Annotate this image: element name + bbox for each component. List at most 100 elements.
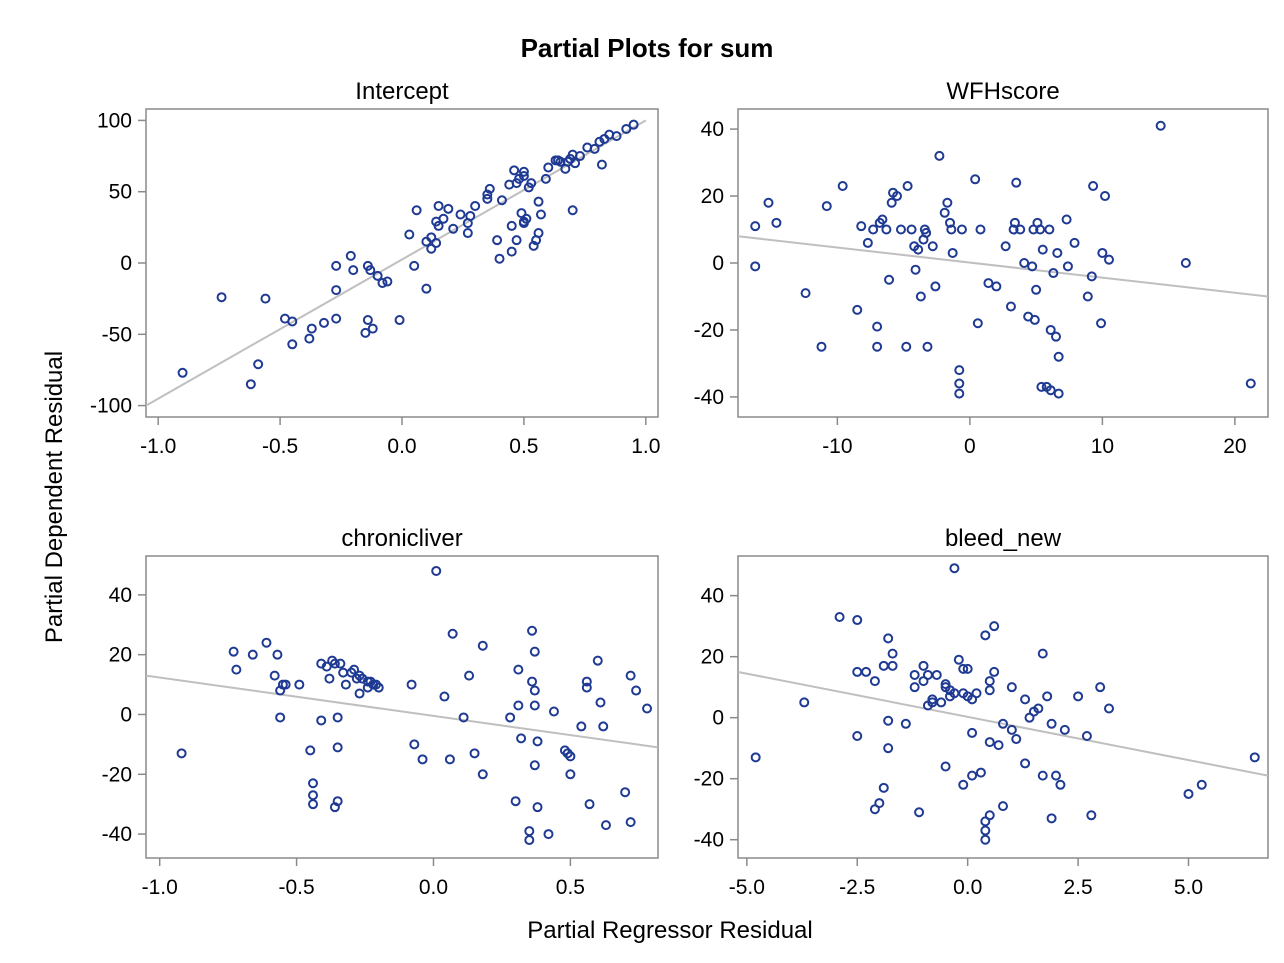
data-point	[516, 208, 527, 219]
figure-y-axis-label: Partial Dependent Residual	[41, 351, 68, 643]
data-point	[308, 778, 319, 789]
data-point	[881, 224, 892, 235]
data-point	[394, 315, 405, 326]
data-point	[231, 664, 242, 675]
data-point	[934, 150, 945, 161]
data-point	[972, 318, 983, 329]
data-point	[492, 235, 503, 246]
data-point	[280, 679, 291, 690]
data-point	[1100, 191, 1111, 202]
data-point	[954, 365, 965, 376]
data-point	[930, 281, 941, 292]
data-point	[967, 770, 978, 781]
data-point	[506, 246, 517, 257]
data-point	[922, 669, 933, 680]
data-point	[877, 214, 888, 225]
data-point	[883, 743, 894, 754]
data-point	[247, 649, 258, 660]
data-point	[382, 276, 393, 287]
data-point	[989, 621, 1000, 632]
data-point	[1048, 268, 1059, 279]
data-point	[373, 682, 384, 693]
data-point	[1104, 703, 1114, 714]
data-point	[1036, 381, 1047, 392]
data-point	[878, 782, 889, 793]
data-point	[1104, 254, 1114, 265]
data-point	[993, 740, 1004, 751]
data-point	[1059, 724, 1070, 735]
data-point	[574, 151, 585, 162]
data-point	[521, 213, 532, 224]
data-point	[1046, 718, 1057, 729]
data-point	[287, 316, 298, 327]
data-point	[958, 779, 969, 790]
data-point	[272, 649, 283, 660]
data-point	[177, 367, 188, 378]
data-point	[984, 685, 995, 696]
data-point	[1051, 331, 1061, 342]
data-point	[942, 197, 953, 208]
data-point	[915, 291, 926, 302]
data-point	[901, 341, 912, 352]
data-point	[304, 333, 315, 344]
data-point	[1183, 788, 1194, 799]
data-point	[984, 810, 995, 821]
data-point	[771, 217, 782, 228]
data-point	[1062, 261, 1073, 272]
data-point	[874, 798, 885, 809]
data-point	[799, 697, 810, 708]
data-point	[1020, 758, 1031, 769]
data-point	[316, 715, 327, 726]
y-tick-label: 40	[701, 118, 724, 141]
data-point	[308, 790, 319, 801]
fit-line	[146, 119, 647, 407]
data-point	[620, 787, 631, 798]
data-point	[887, 648, 898, 659]
data-point	[532, 736, 543, 747]
data-point	[980, 834, 991, 845]
data-point	[837, 181, 848, 191]
data-point	[989, 666, 1000, 677]
data-point	[887, 660, 898, 671]
plot-frame	[737, 555, 1269, 859]
data-point	[953, 654, 964, 665]
data-point	[984, 737, 995, 748]
data-point	[329, 658, 340, 669]
data-point	[433, 220, 444, 231]
data-point	[570, 158, 581, 169]
x-tick-label: -0.5	[262, 435, 298, 458]
data-point	[462, 228, 473, 239]
panel-3: bleed_new -5.0 -2.5 0.0 2.5 5.0 -40 -20 0 20 40	[694, 525, 1269, 899]
data-point	[621, 123, 632, 134]
data-point	[975, 767, 986, 778]
data-point	[269, 670, 280, 681]
data-point	[927, 241, 938, 252]
data-point	[477, 769, 488, 780]
data-point	[518, 171, 529, 182]
data-point	[409, 739, 420, 750]
data-point	[470, 200, 481, 211]
data-point	[506, 220, 517, 231]
data-point	[900, 718, 911, 729]
data-point	[548, 706, 559, 717]
data-point	[360, 327, 371, 338]
data-point	[535, 209, 546, 220]
data-point	[438, 213, 449, 224]
data-point	[947, 247, 958, 258]
data-point	[913, 244, 924, 255]
data-point	[1055, 779, 1066, 790]
data-point	[852, 615, 863, 626]
data-point	[1020, 694, 1031, 705]
data-point	[372, 270, 383, 281]
data-point	[589, 143, 600, 154]
data-point	[338, 667, 349, 678]
data-point	[331, 285, 342, 296]
data-point	[354, 688, 365, 699]
data-point	[902, 181, 913, 191]
data-point	[331, 260, 342, 271]
x-tick-label: -10	[822, 435, 852, 458]
y-tick-label: -20	[102, 763, 132, 786]
data-point	[883, 715, 894, 726]
data-point	[253, 359, 264, 370]
plot-frame	[145, 555, 659, 859]
